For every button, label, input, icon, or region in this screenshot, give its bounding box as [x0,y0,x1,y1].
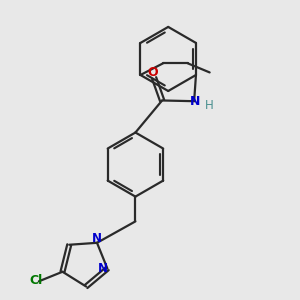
Text: N: N [190,95,200,108]
Text: O: O [148,66,158,79]
Text: N: N [98,262,108,275]
Text: H: H [205,99,214,112]
Text: Cl: Cl [29,274,43,287]
Text: N: N [92,232,102,245]
